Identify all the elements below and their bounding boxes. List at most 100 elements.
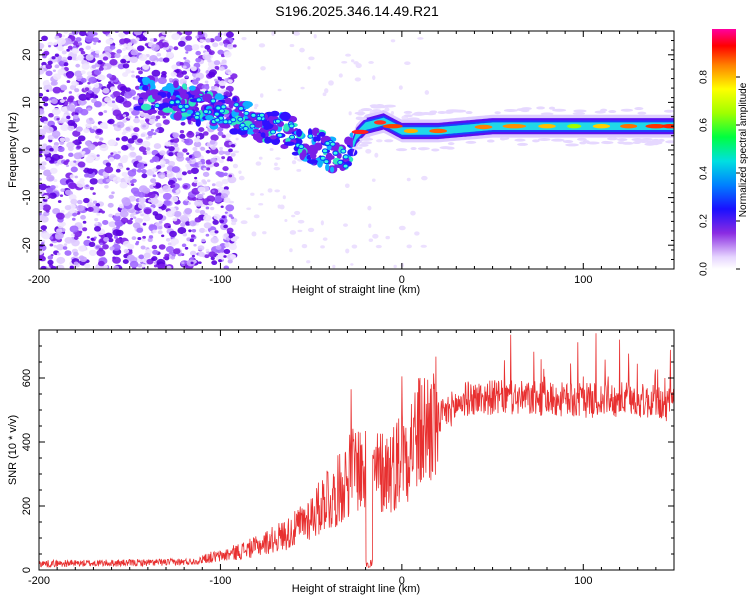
heatmap-noise-speck bbox=[219, 219, 225, 224]
heatmap-noise-speck bbox=[39, 177, 42, 181]
heatmap-noise-speck bbox=[69, 174, 76, 179]
heatmap-ridge-core bbox=[239, 122, 246, 128]
heatmap-noise-speck bbox=[223, 248, 231, 255]
heatmap-noise-speck bbox=[78, 230, 83, 234]
heatmap-noise-speck bbox=[255, 161, 262, 166]
heatmap-noise-speck bbox=[204, 51, 209, 56]
heatmap-noise-speck bbox=[203, 214, 212, 222]
heatmap-noise-speck bbox=[52, 86, 62, 94]
heatmap-band-fringe bbox=[486, 139, 495, 143]
heatmap-noise-speck bbox=[262, 231, 267, 235]
heatmap-noise-speck bbox=[161, 234, 165, 238]
heatmap-noise-speck bbox=[176, 155, 185, 162]
heatmap-noise-speck bbox=[151, 115, 156, 120]
heatmap-ridge-core bbox=[222, 119, 229, 125]
heatmap-noise-speck bbox=[119, 181, 128, 189]
heatmap-noise-speck bbox=[213, 195, 223, 203]
heatmap-noise-speck bbox=[83, 101, 87, 104]
heatmap-noise-speck bbox=[133, 216, 137, 219]
heatmap-noise-speck bbox=[142, 235, 146, 239]
heatmap-noise-speck bbox=[208, 251, 216, 258]
heatmap-band-fringe bbox=[404, 114, 413, 118]
heatmap-ridge-core bbox=[324, 140, 331, 146]
heatmap-band-fringe bbox=[503, 108, 518, 112]
heatmap-noise-speck bbox=[179, 186, 183, 189]
heatmap-noise-speck bbox=[101, 210, 105, 214]
heatmap-noise-speck bbox=[210, 256, 215, 261]
heatmap-noise-speck bbox=[181, 70, 188, 75]
heatmap-ridge-core bbox=[195, 97, 202, 103]
heatmap-noise-speck bbox=[156, 208, 163, 213]
heatmap-noise-speck bbox=[92, 192, 96, 195]
heatmap-ridge-blob bbox=[334, 142, 340, 151]
heatmap-noise-speck bbox=[136, 227, 144, 233]
heatmap-noise-speck bbox=[171, 184, 176, 188]
heatmap-noise-speck bbox=[129, 56, 138, 63]
heatmap-noise-speck bbox=[53, 244, 58, 248]
heatmap-noise-speck bbox=[105, 162, 112, 167]
heatmap-noise-speck bbox=[68, 194, 77, 201]
heatmap-ridge-core bbox=[329, 141, 336, 147]
heatmap-ridge-blob bbox=[291, 151, 300, 156]
heatmap-noise-speck bbox=[294, 210, 301, 215]
heatmap-noise-speck bbox=[53, 178, 58, 183]
heatmap-noise-speck bbox=[150, 61, 156, 66]
heatmap-band-fringe bbox=[607, 137, 618, 141]
heatmap-band-hotspot bbox=[620, 124, 638, 129]
heatmap-noise-speck bbox=[113, 265, 120, 269]
heatmap-noise-speck bbox=[142, 222, 147, 226]
heatmap-noise-speck bbox=[60, 210, 65, 214]
heatmap-noise-speck bbox=[56, 243, 65, 251]
heatmap-noise-speck bbox=[93, 236, 97, 239]
heatmap-noise-speck bbox=[238, 175, 245, 181]
heatmap-noise-speck bbox=[80, 108, 89, 116]
heatmap-noise-speck bbox=[184, 246, 189, 250]
heatmap-noise-speck bbox=[150, 197, 159, 205]
heatmap-noise-speck bbox=[52, 73, 62, 80]
heatmap-noise-speck bbox=[299, 47, 305, 53]
heatmap-noise-speck bbox=[70, 198, 78, 205]
heatmap-noise-speck bbox=[168, 146, 175, 152]
heatmap-noise-speck bbox=[221, 178, 229, 185]
heatmap-noise-speck bbox=[138, 146, 147, 153]
heatmap-band-fringe bbox=[446, 146, 455, 150]
heatmap-band-fringe bbox=[520, 109, 530, 113]
heatmap-noise-speck bbox=[214, 78, 218, 82]
heatmap-noise-speck bbox=[129, 260, 139, 268]
heatmap-noise-speck bbox=[143, 208, 152, 215]
heatmap-ridge-blob bbox=[152, 91, 158, 100]
heatmap-noise-speck bbox=[398, 225, 406, 231]
heatmap-noise-speck bbox=[210, 85, 216, 90]
heatmap-noise-speck bbox=[351, 244, 358, 249]
heatmap-noise-speck bbox=[169, 230, 177, 238]
heatmap-noise-speck bbox=[219, 159, 224, 164]
heatmap-ridge-core bbox=[270, 129, 277, 135]
heatmap-noise-speck bbox=[203, 222, 212, 229]
heatmap-noise-speck bbox=[142, 150, 148, 155]
heatmap-noise-speck bbox=[172, 217, 178, 222]
heatmap-noise-speck bbox=[115, 168, 121, 173]
heatmap-ridge-blob bbox=[173, 112, 182, 121]
heatmap-band-hotspot bbox=[502, 124, 527, 129]
heatmap-noise-speck bbox=[45, 209, 50, 213]
heatmap-noise-speck bbox=[42, 64, 47, 68]
heatmap-noise-speck bbox=[282, 195, 286, 200]
heatmap-band-hotspot bbox=[351, 129, 369, 135]
heatmap-noise-speck bbox=[71, 56, 77, 61]
heatmap-noise-speck bbox=[39, 45, 44, 50]
heatmap-noise-speck bbox=[143, 252, 151, 259]
heatmap-noise-speck bbox=[120, 166, 124, 169]
heatmap-noise-speck bbox=[126, 167, 130, 171]
heatmap-noise-speck bbox=[279, 204, 285, 210]
heatmap-noise-speck bbox=[121, 154, 129, 161]
heatmap-band-fringe bbox=[540, 112, 554, 116]
heatmap-noise-speck bbox=[63, 31, 69, 34]
x-tick-label: -200 bbox=[28, 575, 50, 587]
heatmap-noise-speck bbox=[210, 134, 219, 142]
heatmap-noise-speck bbox=[348, 111, 352, 116]
heatmap-noise-speck bbox=[65, 164, 70, 167]
heatmap-noise-speck bbox=[139, 210, 143, 214]
heatmap-noise-speck bbox=[94, 135, 100, 139]
heatmap-noise-speck bbox=[95, 245, 100, 249]
heatmap-noise-speck bbox=[212, 42, 219, 48]
